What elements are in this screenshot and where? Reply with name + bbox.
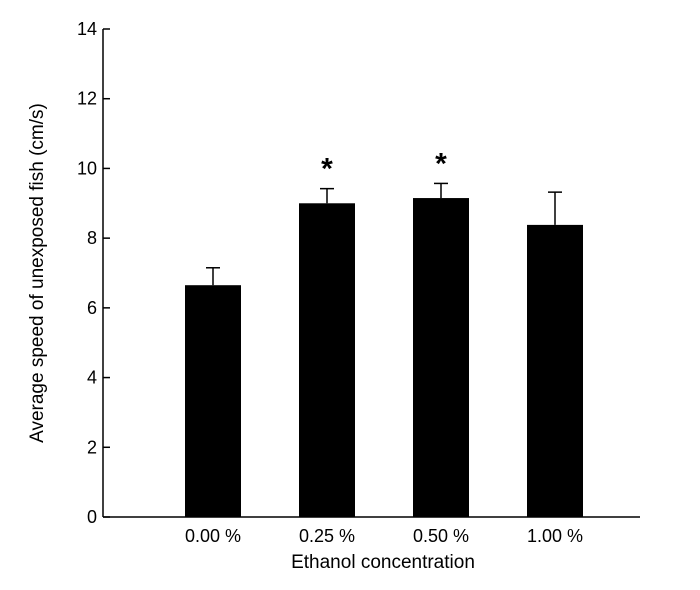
- y-tick-label: 12: [77, 89, 97, 109]
- bars: [185, 198, 583, 518]
- significance-asterisk: *: [435, 147, 447, 180]
- x-tick-label: 1.00 %: [527, 526, 583, 546]
- x-axis: 0.00 % 0.25 % 0.50 % 1.00 %: [103, 516, 640, 546]
- y-axis-title: Average speed of unexposed fish (cm/s): [27, 103, 48, 443]
- y-tick-label: 0: [87, 507, 97, 527]
- y-tick-label: 4: [87, 368, 97, 388]
- bar: [299, 203, 355, 518]
- x-axis-title: Ethanol concentration: [291, 552, 475, 573]
- y-tick-label: 6: [87, 298, 97, 318]
- error-bars: [206, 182, 562, 286]
- bar: [185, 285, 241, 517]
- significance-asterisk: *: [321, 153, 333, 186]
- y-tick-label: 8: [87, 228, 97, 248]
- significance-annotations: * *: [321, 147, 447, 185]
- bar: [413, 198, 469, 518]
- bar: [527, 224, 583, 517]
- y-tick-label: 2: [87, 437, 97, 457]
- y-axis: 0 2 4 6 8 10 12 14: [77, 19, 110, 527]
- x-tick-label: 0.00 %: [185, 526, 241, 546]
- x-tick-label: 0.25 %: [299, 526, 355, 546]
- y-tick-label: 10: [77, 158, 97, 178]
- y-tick-label: 14: [77, 19, 97, 39]
- x-tick-label: 0.50 %: [413, 526, 469, 546]
